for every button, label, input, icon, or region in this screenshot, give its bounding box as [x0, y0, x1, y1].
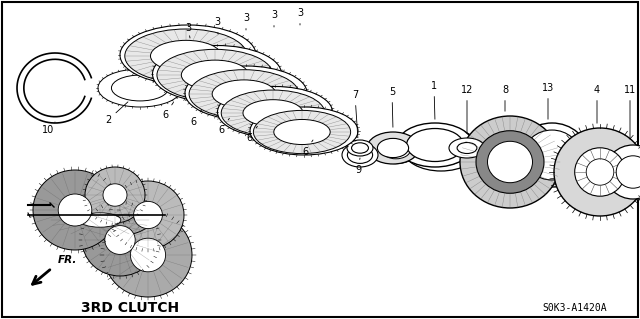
Ellipse shape: [33, 170, 117, 250]
Ellipse shape: [105, 226, 135, 254]
Ellipse shape: [378, 138, 408, 158]
Ellipse shape: [406, 129, 463, 161]
Ellipse shape: [111, 75, 168, 101]
Ellipse shape: [48, 202, 152, 238]
Ellipse shape: [374, 137, 418, 164]
Text: 3: 3: [185, 23, 191, 38]
Text: 3RD CLUTCH: 3RD CLUTCH: [81, 301, 179, 315]
Ellipse shape: [586, 159, 614, 185]
Ellipse shape: [250, 107, 358, 155]
Ellipse shape: [605, 145, 640, 199]
Text: 8: 8: [502, 85, 508, 111]
Ellipse shape: [460, 116, 560, 208]
Text: 2: 2: [105, 102, 128, 125]
Ellipse shape: [152, 46, 282, 102]
Ellipse shape: [82, 204, 158, 276]
Text: 3: 3: [243, 13, 249, 30]
Text: 12: 12: [461, 85, 473, 133]
Text: 3: 3: [271, 10, 277, 27]
Ellipse shape: [134, 201, 163, 229]
Ellipse shape: [266, 114, 342, 148]
Ellipse shape: [516, 123, 588, 187]
Text: FR.: FR.: [58, 255, 77, 265]
Ellipse shape: [476, 131, 544, 193]
Text: 11: 11: [624, 85, 636, 139]
Text: 6: 6: [246, 126, 257, 143]
Ellipse shape: [131, 238, 166, 272]
Text: 9: 9: [355, 158, 361, 175]
Ellipse shape: [212, 80, 276, 108]
Ellipse shape: [413, 132, 470, 166]
Ellipse shape: [98, 69, 182, 107]
Ellipse shape: [204, 74, 289, 112]
Ellipse shape: [58, 194, 92, 226]
Ellipse shape: [554, 128, 640, 216]
Text: 3: 3: [297, 8, 303, 25]
Ellipse shape: [243, 100, 303, 126]
Text: 10: 10: [42, 122, 55, 135]
Ellipse shape: [524, 130, 580, 180]
Ellipse shape: [347, 140, 373, 156]
Ellipse shape: [112, 181, 184, 249]
Ellipse shape: [616, 156, 640, 188]
Ellipse shape: [613, 152, 640, 200]
Text: 4: 4: [594, 85, 600, 123]
Text: 6: 6: [218, 118, 229, 135]
Ellipse shape: [140, 34, 236, 76]
Ellipse shape: [457, 143, 477, 153]
Text: S0K3-A1420A: S0K3-A1420A: [543, 303, 607, 313]
Ellipse shape: [397, 123, 473, 167]
Ellipse shape: [185, 66, 307, 120]
Ellipse shape: [381, 141, 410, 159]
Text: 1: 1: [431, 81, 437, 119]
Ellipse shape: [348, 147, 372, 163]
Ellipse shape: [403, 127, 479, 171]
Ellipse shape: [221, 90, 324, 136]
Text: 6: 6: [162, 102, 173, 120]
Ellipse shape: [120, 25, 256, 85]
Ellipse shape: [125, 29, 247, 83]
Ellipse shape: [367, 132, 419, 164]
Text: 7: 7: [352, 90, 358, 137]
Text: 6: 6: [190, 110, 202, 127]
Ellipse shape: [575, 148, 625, 196]
Ellipse shape: [79, 213, 121, 227]
Ellipse shape: [253, 110, 351, 154]
Ellipse shape: [342, 143, 378, 167]
Ellipse shape: [157, 49, 273, 101]
Ellipse shape: [623, 162, 640, 190]
Text: 13: 13: [542, 83, 554, 119]
Ellipse shape: [449, 138, 485, 158]
Ellipse shape: [104, 213, 192, 297]
Text: 5: 5: [389, 87, 395, 127]
Ellipse shape: [351, 143, 369, 153]
Ellipse shape: [172, 54, 262, 94]
Text: 3: 3: [214, 17, 220, 34]
Ellipse shape: [150, 40, 221, 72]
Ellipse shape: [103, 184, 127, 206]
Ellipse shape: [488, 141, 532, 183]
Ellipse shape: [235, 94, 316, 130]
Ellipse shape: [274, 120, 330, 145]
Ellipse shape: [181, 60, 249, 90]
Ellipse shape: [189, 70, 299, 118]
Ellipse shape: [218, 86, 333, 137]
Ellipse shape: [85, 167, 145, 223]
Text: 6: 6: [302, 140, 313, 157]
